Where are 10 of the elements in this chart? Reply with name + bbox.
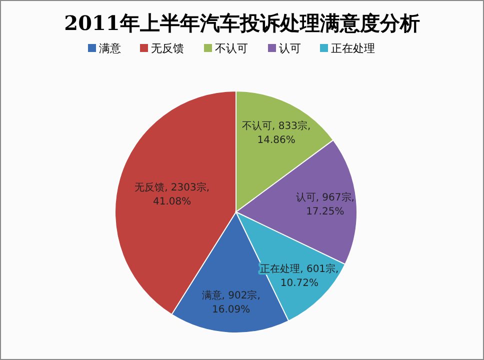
legend-label: 正在处理	[331, 42, 375, 55]
data-label: 无反馈, 2303宗, 41.08%	[134, 182, 210, 208]
chart-title: 2011年上半年汽车投诉处理满意度分析	[64, 11, 420, 35]
legend-label: 认可	[279, 42, 301, 55]
data-label: 认可, 967宗, 17.25%	[296, 192, 354, 218]
legend-label: 不认可	[215, 42, 248, 55]
legend-label: 满意	[99, 42, 121, 55]
data-label: 不认可, 833宗, 14.86%	[242, 120, 311, 146]
legend-label: 无反馈	[151, 42, 184, 55]
data-label: 满意, 902宗, 16.09%	[202, 289, 260, 316]
